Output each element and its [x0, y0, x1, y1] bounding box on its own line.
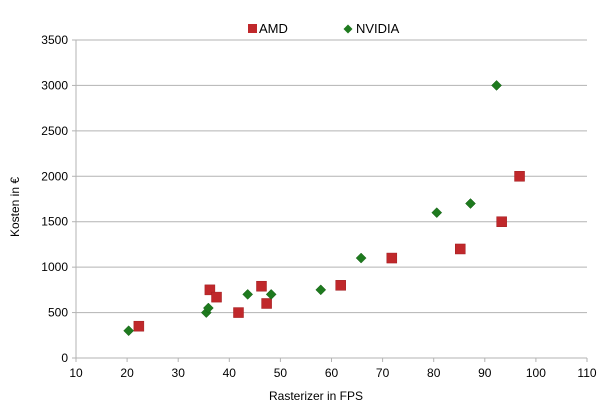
x-tick-label: 80 [427, 366, 441, 380]
x-tick-label: 50 [274, 366, 288, 380]
x-tick-label: 100 [526, 366, 546, 380]
point-amd [261, 298, 272, 309]
point-amd [455, 243, 466, 255]
legend-item-nvidia[interactable]: NVIDIA [343, 21, 400, 36]
point-nvidia [315, 284, 327, 296]
point-nvidia [242, 289, 254, 300]
point-amd [335, 280, 346, 291]
legend-marker-amd [248, 24, 257, 33]
point-nvidia [465, 198, 476, 209]
point-amd [204, 284, 216, 296]
y-tick-labels: 0 500 1000 1500 2000 2500 3000 3500 [41, 33, 68, 365]
x-tick-label: 40 [223, 366, 237, 380]
point-nvidia [355, 252, 367, 264]
point-nvidia [431, 207, 443, 218]
x-tick-label: 70 [376, 366, 390, 380]
legend: AMD NVIDIA [248, 21, 400, 36]
data-points [123, 80, 525, 337]
point-amd [211, 291, 222, 303]
x-tick-label: 90 [478, 366, 492, 380]
x-tick-label: 110 [577, 366, 596, 380]
legend-marker-nvidia [343, 24, 353, 34]
point-nvidia [265, 289, 277, 300]
point-amd [256, 280, 267, 292]
legend-item-amd[interactable]: AMD [248, 21, 288, 36]
y-tick-label: 0 [61, 351, 68, 365]
point-amd [386, 252, 398, 264]
y-tick-label: 1000 [41, 260, 68, 274]
x-tick-label: 60 [325, 366, 339, 380]
point-amd [233, 307, 244, 318]
point-amd [133, 320, 145, 332]
x-tick-label: 30 [172, 366, 186, 380]
x-axis-title: Rasterizer in FPS [269, 389, 363, 403]
x-tick-label: 20 [120, 366, 134, 380]
point-nvidia [123, 325, 134, 337]
point-nvidia [202, 302, 214, 314]
gridlines [76, 39, 587, 314]
y-tick-label: 3500 [41, 33, 68, 47]
legend-label-nvidia: NVIDIA [356, 21, 400, 36]
y-tick-label: 2500 [41, 124, 68, 138]
point-nvidia [491, 80, 502, 91]
x-tick-label: 10 [69, 366, 83, 380]
y-axis-title: Kosten in € [8, 177, 22, 237]
point-amd [496, 216, 507, 227]
y-tick-label: 2000 [41, 169, 68, 183]
y-tick-label: 1500 [41, 215, 68, 229]
point-amd [514, 171, 525, 182]
y-tick-label: 3000 [41, 78, 68, 92]
x-tick-labels: 10 20 30 40 50 60 70 80 90 100 110 [69, 366, 597, 380]
axes [72, 39, 588, 362]
y-tick-label: 500 [48, 306, 68, 320]
legend-label-amd: AMD [259, 21, 288, 36]
